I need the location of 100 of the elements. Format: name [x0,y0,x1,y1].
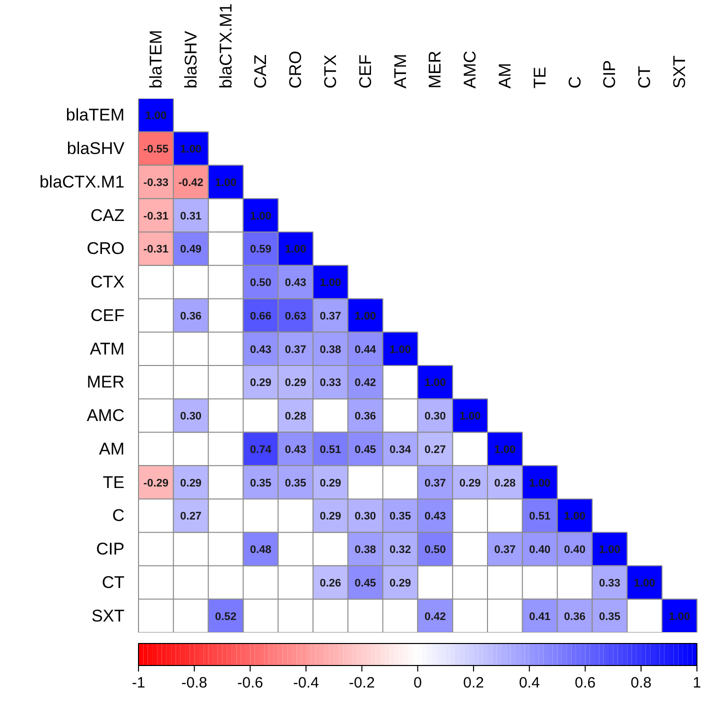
data-label: 1.00 [250,210,272,222]
data-label: 1.00 [529,477,551,490]
data-label: 0.29 [180,477,202,490]
data-label: 0.63 [284,310,306,322]
x-tick-label: AMC [460,50,480,88]
y-tick-label: TE [102,472,125,492]
x-tick-label: CT [635,66,654,88]
data-label: 0.27 [180,510,202,523]
data-label: 0.43 [424,510,446,523]
data-label: 0.30 [354,510,376,523]
data-label: 1.00 [180,144,202,156]
data-label: 0.74 [250,444,272,456]
y-tick-label: CRO [86,239,125,258]
color-bar-label: 1 [692,674,702,692]
data-label: 0.45 [354,444,376,456]
data-label: 0.43 [284,444,306,456]
x-tick-label: C [565,76,584,88]
y-tick-label: MER [86,372,125,392]
y-tick-label: CAZ [90,206,124,225]
y-tick-label: blaTEM [66,106,125,125]
data-label: 1.00 [564,510,586,523]
data-label: 0.43 [284,277,306,290]
y-tick-label: blaSHV [66,139,126,158]
data-label: 0.35 [250,477,272,490]
data-label: 1.00 [424,377,446,390]
x-tick-label: CRO [286,50,306,88]
data-label: 0.33 [320,377,342,390]
data-label: -0.31 [143,244,168,256]
color-bar-label: 0 [414,674,422,692]
data-label: 0.35 [390,510,411,523]
x-tick-label: CAZ [251,54,270,88]
data-label: 0.33 [598,577,620,590]
data-label: 0.29 [390,577,411,590]
color-bar-label: -1 [132,674,146,692]
data-label: 1.00 [459,410,481,423]
data-label: 0.28 [494,477,516,490]
x-tick-label: SXT [670,55,689,88]
y-tick-label: CTX [90,272,124,292]
y-tick-label: C [112,506,125,526]
data-label: 0.29 [320,510,342,523]
color-bar-label: -0.8 [181,674,208,692]
data-label: 0.50 [424,544,446,556]
y-tick-label: CIP [96,540,125,559]
data-label: 1.00 [668,610,690,623]
data-label: 0.51 [320,444,342,456]
data-label: 0.34 [390,444,412,456]
data-label: 0.48 [250,544,272,556]
data-label: 0.52 [215,610,236,623]
data-label: 0.26 [320,577,342,590]
data-label: 0.30 [180,410,202,423]
x-tick-label: ATM [390,54,410,88]
color-bar-label: -0.6 [237,674,264,692]
data-label: 0.50 [250,277,272,290]
data-label: -0.33 [143,176,168,189]
data-label: -0.31 [143,210,168,222]
data-label: 0.28 [284,410,306,423]
x-tick-label: CTX [320,54,340,88]
data-label: 0.51 [529,510,551,523]
data-label: 0.40 [529,544,551,556]
y-tick-label: CEF [90,306,124,325]
color-bar-label: 0.8 [630,674,652,692]
data-label: 1.00 [390,344,411,356]
data-label: 0.37 [424,477,446,490]
data-label: 0.31 [180,210,202,222]
y-tick-label: AMC [86,406,125,426]
data-label: 0.38 [354,544,376,556]
x-tick-label: blaTEM [146,30,166,88]
y-tick-label: CT [102,572,125,592]
data-label: 0.37 [320,310,342,322]
data-label: 0.45 [354,577,376,590]
color-bar-label: 0.2 [463,674,484,692]
data-label: 0.35 [284,477,306,490]
y-tick-label: AM [99,439,124,458]
data-label: 1.00 [284,244,306,256]
data-label: 0.38 [320,344,342,356]
data-label: 1.00 [215,176,236,189]
x-tick-label: MER [426,50,445,88]
y-tick-label: blaCTX.M1 [39,172,125,192]
data-label: 0.43 [250,344,272,356]
data-label: 0.37 [494,544,516,556]
data-label: -0.29 [143,477,168,490]
data-label: 0.35 [598,610,620,623]
data-label: 0.49 [180,244,202,256]
color-bar-label: 0.4 [518,674,540,692]
data-label: 0.29 [459,477,481,490]
data-label: 0.41 [529,610,551,623]
data-label: 0.29 [284,377,306,390]
data-label: 0.36 [180,310,202,322]
data-label: 0.29 [320,477,342,490]
data-label: 0.36 [564,610,586,623]
data-label: 0.36 [354,410,376,423]
color-bar-label: 0.6 [574,674,596,692]
data-label: 1.00 [494,444,516,456]
y-tick-label: ATM [90,339,124,358]
data-label: 0.29 [250,377,272,390]
x-tick-label: CIP [600,60,620,88]
data-label: 1.00 [634,577,656,590]
data-label: 1.00 [145,110,167,122]
x-tick-label: CEF [356,54,375,88]
data-label: 1.00 [320,277,342,290]
